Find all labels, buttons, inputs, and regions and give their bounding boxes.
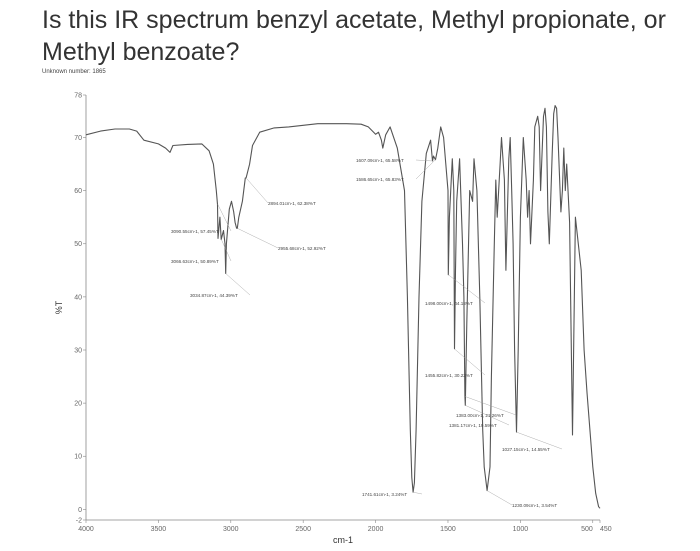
peak-annotation-label: 3066.63cm-1, 50.89%T (171, 259, 219, 264)
chart-ticks: 78 70 60 50 40 30 20 10 0 -2 4000 3500 3000 2500 2000 1… (74, 92, 612, 533)
peak-annotation-leader (448, 274, 486, 304)
peak-annotation-label: 1607.09cm-1, 65.58%T (356, 158, 404, 163)
peak-annotation-leader (516, 431, 563, 450)
peak-annotation-leader (237, 228, 279, 249)
peak-annotation-leader (415, 159, 436, 180)
y-tick-label: 20 (74, 401, 82, 408)
peak-annotation-label: 1741.61cm-1, 3.24%T (362, 492, 407, 497)
question-title: Is this IR spectrum benzyl acetate, Meth… (42, 6, 666, 66)
y-tick-label: 60 (74, 188, 82, 195)
x-tick-label: 2500 (295, 526, 311, 533)
peak-annotation-leader (217, 204, 232, 232)
peak-annotation-label: 1455.82cm-1, 30.22%T (425, 373, 473, 378)
peak-annotation-label: 1027.15cm-1, 14.55%T (502, 447, 550, 452)
x-tick-label: 1500 (440, 526, 456, 533)
chart-series (85, 105, 601, 509)
spectrum-line (85, 105, 601, 509)
peak-annotation-leader (415, 159, 433, 162)
peak-annotation-label: 1383.00cm-1, 21.26%T (456, 413, 504, 418)
x-tick-label: 1000 (513, 526, 529, 533)
x-tick-label: 450 (600, 526, 612, 533)
chart-annotations: 1607.09cm-1, 65.58%T 1586.65cm-1, 65.83%T… (171, 158, 563, 508)
peak-annotation-leader (220, 238, 232, 262)
peak-annotation-leader (465, 405, 510, 426)
peak-annotation-label: 1230.09cm-1, 3.54%T (512, 503, 557, 508)
y-tick-label: 0 (78, 507, 82, 514)
x-tick-label: 4000 (78, 526, 94, 533)
y-axis-label: %T (54, 300, 64, 314)
peak-annotation-leader (245, 177, 269, 204)
x-axis-label: cm-1 (333, 535, 353, 545)
x-tick-label: 500 (581, 526, 593, 533)
peak-annotation-leader (486, 490, 513, 506)
y-tick-label: 40 (74, 294, 82, 301)
peak-annotation-label: 1381.17cm-1, 19.59%T (449, 423, 497, 428)
x-tick-label: 2000 (368, 526, 384, 533)
unknown-number-label: Unknown number: 1865 (42, 69, 106, 75)
y-tick-label: 10 (74, 454, 82, 461)
y-tick-label: 78 (74, 92, 82, 99)
chart-axes (85, 95, 600, 521)
peak-annotation-label: 3034.87cm-1, 44.39%T (190, 293, 238, 298)
y-tick-label: 70 (74, 135, 82, 142)
y-tick-label: -2 (76, 517, 82, 524)
peak-annotation-label: 2955.68cm-1, 52.92%T (278, 246, 326, 251)
peak-annotation-leader (464, 396, 517, 416)
peak-annotation-label: 2894.01cm-1, 62.38%T (268, 201, 316, 206)
peak-annotation-label: 1586.65cm-1, 65.83%T (356, 177, 404, 182)
y-tick-label: 30 (74, 347, 82, 354)
peak-annotation-leader (412, 491, 423, 495)
peak-annotation-leader (454, 348, 486, 376)
x-tick-label: 3500 (151, 526, 167, 533)
peak-annotation-leader (225, 273, 251, 296)
peak-annotation-label: 1498.00cm-1, 44.18%T (425, 301, 473, 306)
peak-annotation-label: 3090.55cm-1, 57.45%T (171, 229, 219, 234)
y-tick-label: 50 (74, 241, 82, 248)
x-tick-label: 3000 (223, 526, 239, 533)
